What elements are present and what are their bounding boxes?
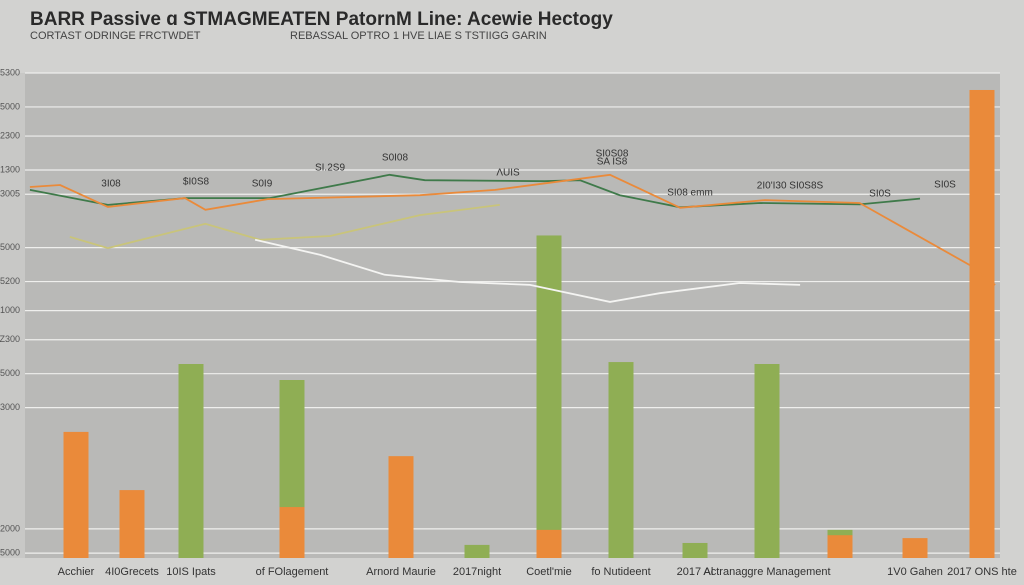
x-tick-label: 1V0 Gahen xyxy=(887,566,943,578)
x-tick-label: of FOlagement xyxy=(256,566,329,578)
x-tick-label: 4I0Grecets xyxy=(105,566,159,578)
y-tick-label: 5000 xyxy=(0,242,20,252)
annotation: 2I0'I30 SI0S8S xyxy=(757,181,824,192)
subtitle: REBASSAL OPTRO 1 HVE LIAE S TSTIIGG GARI… xyxy=(290,30,547,42)
axis-strip xyxy=(0,73,25,558)
line-series xyxy=(69,204,500,250)
y-tick-label: 5000 xyxy=(0,101,20,111)
annotation: ΛUIS xyxy=(496,168,520,179)
annotation: SI0S xyxy=(934,180,956,191)
bar xyxy=(178,364,204,558)
x-tick-label: 10IS Ipats xyxy=(166,566,216,578)
bar xyxy=(827,535,853,558)
y-tick-label: Z300 xyxy=(0,334,20,344)
annotation: S0I08 xyxy=(382,153,409,164)
bar xyxy=(754,364,780,558)
bar xyxy=(536,235,562,558)
bar xyxy=(279,507,305,558)
y-tick-label: 5300 xyxy=(0,67,20,77)
bar xyxy=(464,544,490,558)
bar xyxy=(119,490,145,558)
annotation: SI0S08 xyxy=(596,149,629,160)
x-tick-label: Acchier xyxy=(58,566,95,578)
subtitle: CORTAST ODRINGE FRCTWDET xyxy=(30,30,201,42)
annotation: SI0S xyxy=(869,189,891,200)
y-tick-label: 2000 xyxy=(0,523,20,533)
annotation: 3I08 xyxy=(101,179,121,190)
x-tick-label: fo Nutideent xyxy=(591,566,650,578)
y-tick-label: 3005 xyxy=(0,189,20,199)
chart-title: BARR Passive ɑ STMAGMEATEN PatornM Line:… xyxy=(30,9,613,30)
line-series xyxy=(29,173,996,286)
plot-area xyxy=(25,73,1000,558)
annotation: SI08 emm xyxy=(667,188,713,199)
y-tick-label: 1000 xyxy=(0,305,20,315)
bar xyxy=(608,362,634,558)
x-tick-label: 2017 Al xyxy=(677,566,714,578)
x-tick-label: 2017night xyxy=(453,566,501,578)
annotation: S0I9 xyxy=(252,179,273,190)
x-tick-label: Coetl'mie xyxy=(526,566,572,578)
y-tick-label: 5000 xyxy=(0,368,20,378)
bar xyxy=(969,89,995,558)
y-tick-label: 5000 xyxy=(0,548,20,558)
x-tick-label: Actranaggre Management xyxy=(703,566,830,578)
y-tick-label: 2300 xyxy=(0,130,20,140)
bar xyxy=(902,538,928,558)
x-tick-label: 2017 ONS hte xyxy=(947,566,1017,578)
y-tick-label: 3000 xyxy=(0,402,20,412)
bar xyxy=(682,542,708,558)
line-series xyxy=(254,238,801,303)
bar xyxy=(63,431,89,558)
bar xyxy=(388,456,414,558)
annotation: SA IS8 xyxy=(597,157,628,168)
annotation: $I0S8 xyxy=(183,177,210,188)
bar xyxy=(536,529,562,558)
y-tick-label: 5200 xyxy=(0,276,20,286)
annotation: SI.2S9 xyxy=(315,163,345,174)
x-tick-label: Arnord Maurie xyxy=(366,566,436,578)
y-tick-label: 1300 xyxy=(0,164,20,174)
